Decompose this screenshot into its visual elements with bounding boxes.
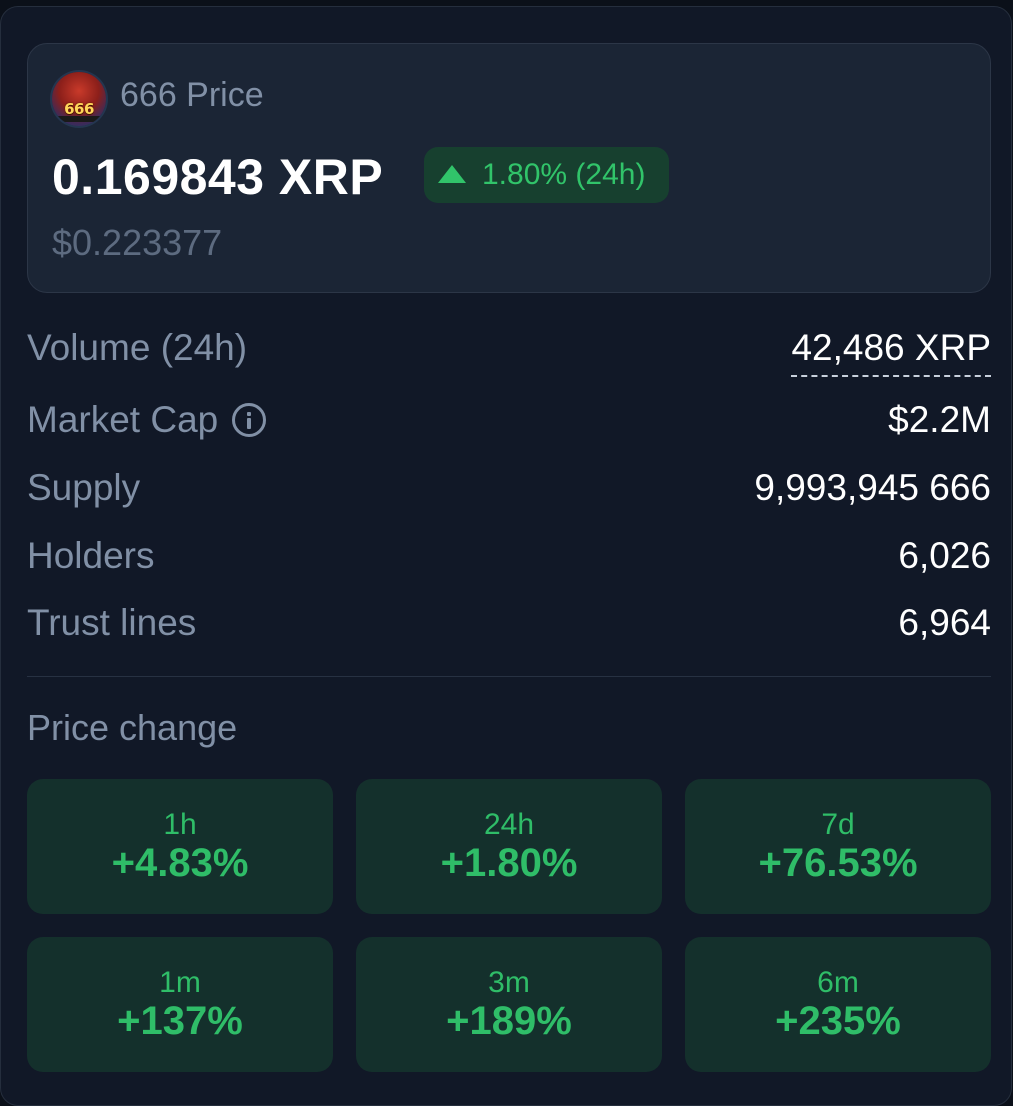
tile-value: +1.80%: [440, 840, 578, 885]
section-divider: [27, 676, 991, 677]
price-change-tile-1m: 1m +137%: [27, 937, 333, 1072]
price-card: 666 666 Price 0.169843 XRP 1.80% (24h) $…: [27, 43, 991, 293]
tile-value: +189%: [446, 998, 572, 1043]
tile-value: +76.53%: [758, 840, 918, 885]
stat-row-market-cap: Market Cap $2.2M: [27, 399, 991, 449]
logo-band: [56, 116, 102, 122]
stat-value-supply: 9,993,945 666: [754, 467, 991, 508]
price-change-tile-6m: 6m +235%: [685, 937, 991, 1072]
stat-label: Volume (24h): [27, 327, 248, 368]
stat-label: Market Cap: [27, 399, 219, 440]
stat-value-trust-lines: 6,964: [898, 602, 991, 643]
tile-period: 6m: [817, 965, 859, 999]
token-stats-panel: 666 666 Price 0.169843 XRP 1.80% (24h) $…: [0, 6, 1012, 1106]
stat-label: Trust lines: [27, 602, 197, 643]
stat-row-holders: Holders 6,026: [27, 535, 991, 585]
stat-value-volume[interactable]: 42,486 XRP: [791, 327, 991, 377]
price-change-tile-7d: 7d +76.53%: [685, 779, 991, 914]
stat-label: Supply: [27, 467, 141, 508]
stat-label-market-cap: Market Cap: [27, 399, 267, 441]
stat-row-trust-lines: Trust lines 6,964: [27, 602, 991, 652]
tile-period: 7d: [821, 807, 855, 841]
triangle-up-icon: [438, 165, 466, 183]
token-price-usd: $0.223377: [52, 222, 223, 263]
stat-row-volume: Volume (24h) 42,486 XRP: [27, 327, 991, 377]
stat-value-holders: 6,026: [898, 535, 991, 576]
tile-period: 3m: [488, 965, 530, 999]
token-logo: 666: [52, 72, 106, 126]
price-change-text: 1.80% (24h): [482, 158, 646, 191]
price-change-tile-1h: 1h +4.83%: [27, 779, 333, 914]
tile-period: 24h: [483, 807, 535, 841]
price-change-tile-24h: 24h +1.80%: [356, 779, 662, 914]
tile-value: +4.83%: [111, 840, 249, 885]
stat-label: Holders: [27, 535, 155, 576]
stat-row-supply: Supply 9,993,945 666: [27, 467, 991, 517]
price-change-tile-3m: 3m +189%: [356, 937, 662, 1072]
token-price-xrp: 0.169843 XRP: [52, 149, 384, 205]
info-icon[interactable]: [232, 403, 267, 437]
price-change-grid: 1h +4.83% 24h +1.80% 7d +76.53% 1m +137%…: [27, 779, 991, 1072]
tile-value: +235%: [775, 998, 901, 1043]
logo-text: 666: [64, 100, 94, 118]
price-change-title: Price change: [27, 707, 238, 748]
tile-period: 1m: [159, 965, 201, 999]
price-change-badge: 1.80% (24h): [424, 147, 669, 203]
stat-value-market-cap: $2.2M: [888, 399, 991, 440]
tile-period: 1h: [163, 807, 197, 841]
token-price-title: 666 Price: [120, 76, 264, 114]
tile-value: +137%: [117, 998, 243, 1043]
